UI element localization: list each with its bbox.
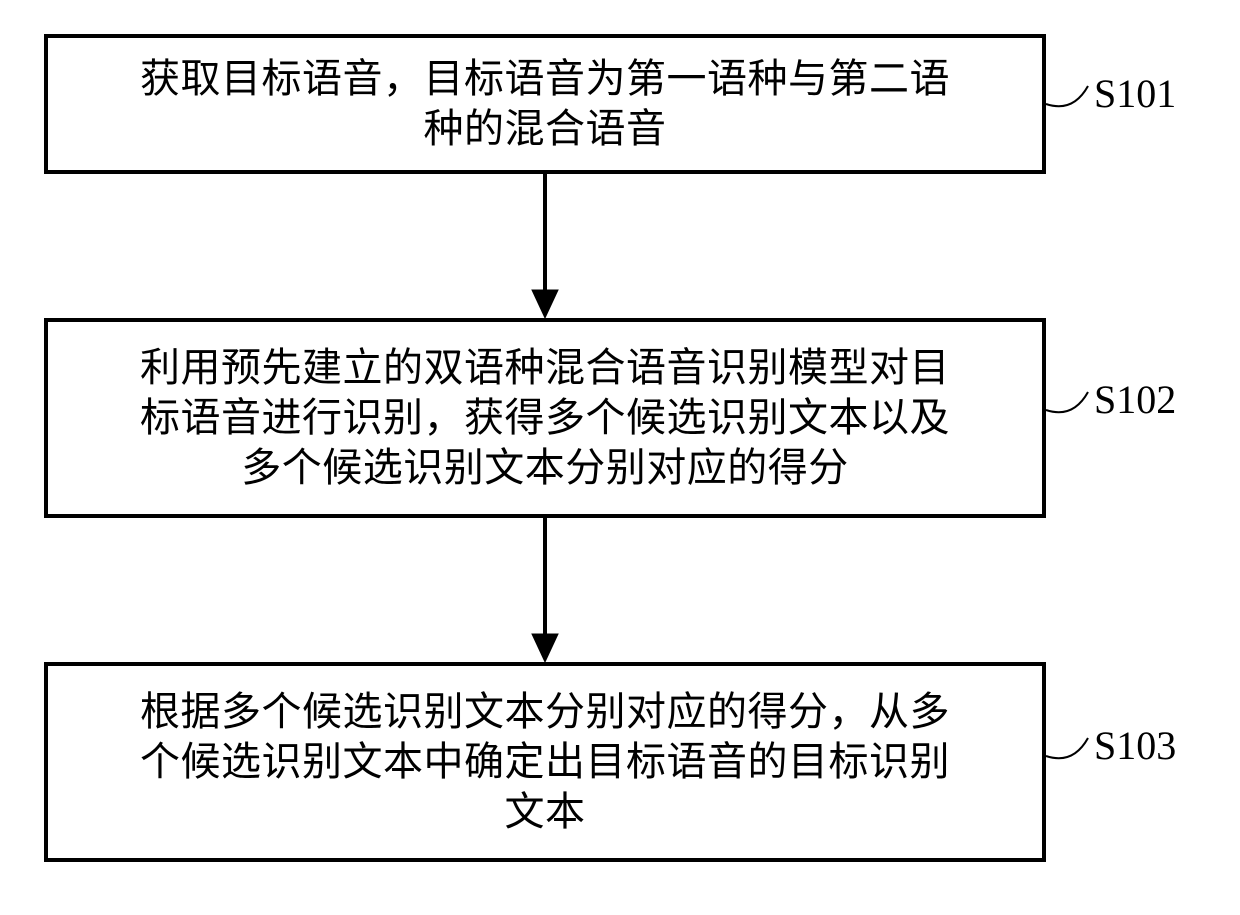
label-connector-s103 (1046, 738, 1088, 758)
flowchart-step-text: 利用预先建立的双语种混合语音识别模型对目 标语音进行识别，获得多个候选识别文本以… (130, 343, 960, 493)
flowchart-step-label-s101: S101 (1094, 70, 1176, 117)
label-connector-s102 (1046, 392, 1088, 412)
flowchart-step-label-s102: S102 (1094, 376, 1176, 423)
flowchart-canvas: 获取目标语音，目标语音为第一语种与第二语 种的混合语音 S101 利用预先建立的… (0, 0, 1240, 915)
flowchart-step-s103: 根据多个候选识别文本分别对应的得分，从多 个候选识别文本中确定出目标语音的目标识… (44, 662, 1046, 862)
flowchart-step-text: 获取目标语音，目标语音为第一语种与第二语 种的混合语音 (130, 54, 960, 154)
flowchart-edge-1 (532, 518, 558, 662)
flowchart-step-label-s103: S103 (1094, 722, 1176, 769)
flowchart-step-text: 根据多个候选识别文本分别对应的得分，从多 个候选识别文本中确定出目标语音的目标识… (130, 687, 960, 837)
label-connector-s101 (1046, 86, 1088, 106)
flowchart-step-s101: 获取目标语音，目标语音为第一语种与第二语 种的混合语音 (44, 34, 1046, 174)
flowchart-step-s102: 利用预先建立的双语种混合语音识别模型对目 标语音进行识别，获得多个候选识别文本以… (44, 318, 1046, 518)
flowchart-edge-0 (532, 174, 558, 318)
